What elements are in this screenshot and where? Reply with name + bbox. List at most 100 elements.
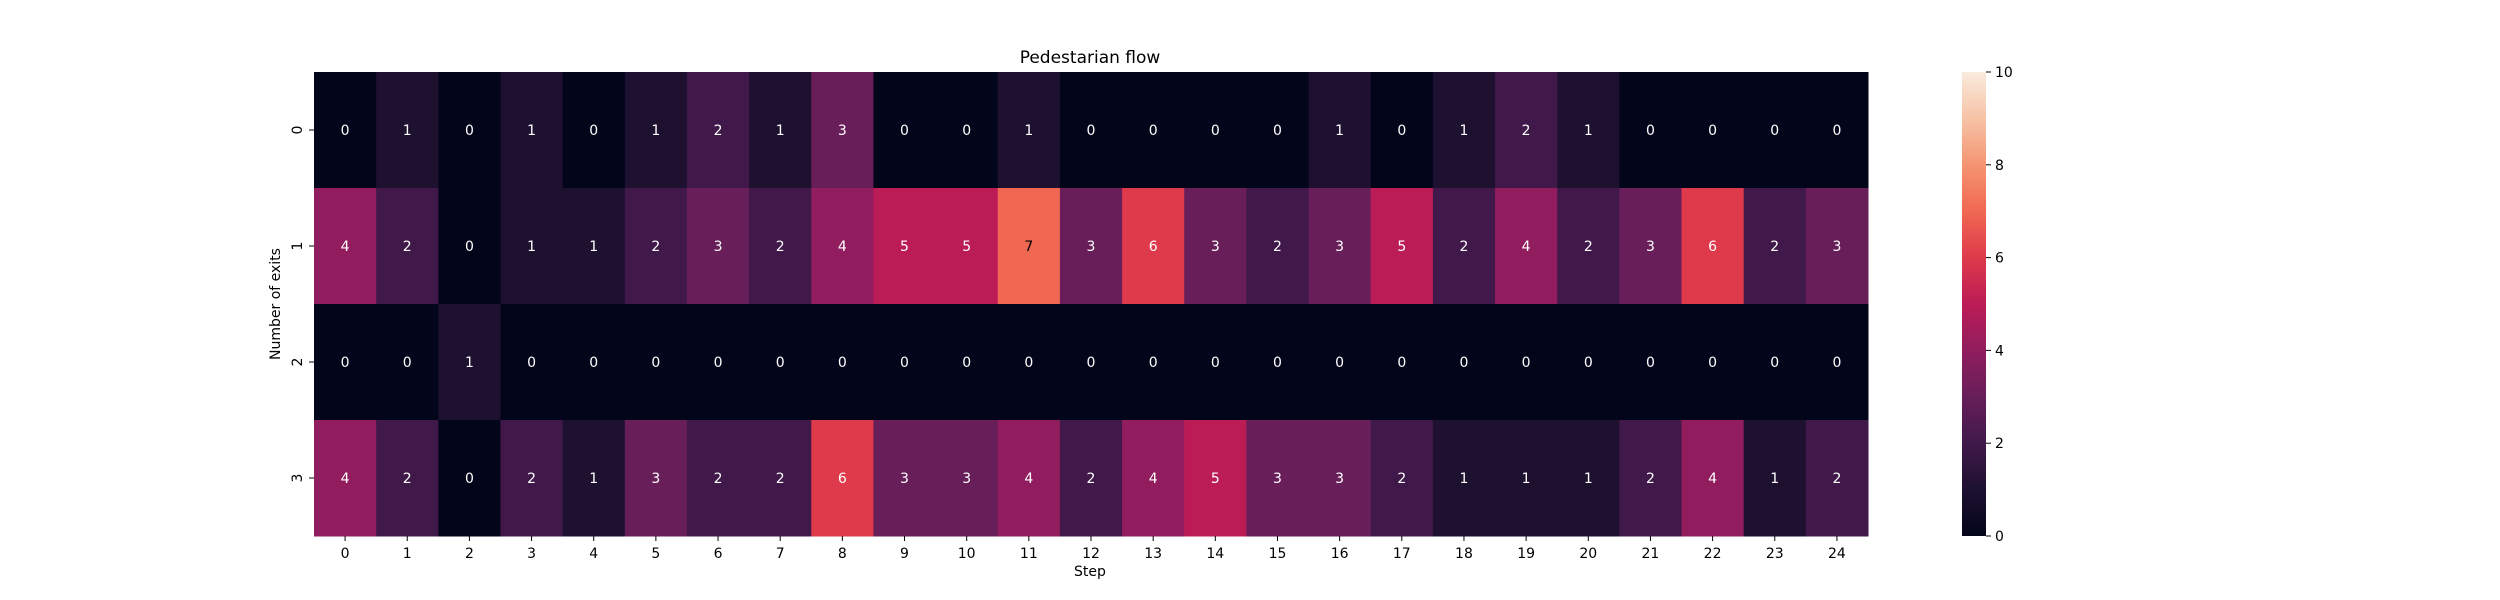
cell-value-r0-c13: 0 — [1149, 123, 1158, 139]
cell-value-r3-c15: 3 — [1273, 471, 1282, 487]
cell-value-r3-c14: 5 — [1211, 471, 1220, 487]
heatmap-cell-r3-c0 — [314, 420, 377, 537]
cell-value-r1-c9: 5 — [900, 239, 909, 255]
heatmap-cell-r2-c21 — [1619, 304, 1683, 421]
heatmap-cell-r2-c1 — [376, 304, 439, 421]
heatmap-cell-r1-c17 — [1370, 188, 1434, 305]
heatmap-cell-r3-c4 — [562, 420, 626, 537]
heatmap-cell-r0-c13 — [1122, 72, 1185, 189]
x-tick-label-20: 20 — [1579, 546, 1597, 562]
cell-value-r2-c5: 0 — [651, 355, 660, 371]
cell-value-r1-c18: 2 — [1459, 239, 1468, 255]
cell-value-r2-c20: 0 — [1584, 355, 1593, 371]
heatmap-cell-r1-c11 — [997, 188, 1061, 305]
heatmap-cell-r3-c3 — [500, 420, 564, 537]
cell-value-r1-c22: 6 — [1708, 239, 1717, 255]
x-tick-label-5: 5 — [651, 546, 660, 562]
cell-value-r1-c7: 2 — [776, 239, 785, 255]
cell-value-r1-c20: 2 — [1584, 239, 1593, 255]
y-axis-ticks: 0 1 2 3 — [290, 126, 314, 483]
heatmap-cell-r1-c21 — [1619, 188, 1683, 305]
heatmap-cell-r0-c7 — [749, 72, 812, 189]
heatmap-cell-r1-c13 — [1122, 188, 1185, 305]
heatmap-cell-r1-c12 — [1059, 188, 1123, 305]
cell-value-r2-c11: 0 — [1024, 355, 1033, 371]
heatmap-cell-r0-c3 — [500, 72, 564, 189]
cell-value-r1-c24: 3 — [1832, 239, 1841, 255]
cell-value-r0-c16: 1 — [1335, 123, 1344, 139]
cell-value-r3-c2: 0 — [465, 471, 474, 487]
cell-value-r0-c4: 0 — [589, 123, 598, 139]
heatmap-cell-r3-c13 — [1122, 420, 1185, 537]
heatmap-cell-r1-c18 — [1432, 188, 1496, 305]
cell-value-r2-c16: 0 — [1335, 355, 1344, 371]
cell-value-r0-c22: 0 — [1708, 123, 1717, 139]
cell-value-r1-c0: 4 — [341, 239, 350, 255]
heatmap-cell-r2-c19 — [1495, 304, 1558, 421]
heatmap-cell-r3-c16 — [1308, 420, 1372, 537]
x-axis-ticks: 0 1 2 3 4 5 6 7 8 9 10 11 12 13 14 15 16 17 18 19 20 21 22 23 24 — [341, 536, 1846, 562]
heatmap-cell-r2-c5 — [624, 304, 688, 421]
heatmap-cell-r2-c14 — [1184, 304, 1247, 421]
cell-value-r2-c14: 0 — [1211, 355, 1220, 371]
heatmap-cell-r3-c6 — [686, 420, 750, 537]
heatmap-cell-r2-c16 — [1308, 304, 1372, 421]
heatmap-cell-r0-c9 — [873, 72, 937, 189]
cell-value-r3-c4: 1 — [589, 471, 598, 487]
cell-value-r3-c19: 1 — [1522, 471, 1531, 487]
cell-value-r0-c8: 3 — [838, 123, 847, 139]
x-tick-label-12: 12 — [1082, 546, 1100, 562]
heatmap-cell-r1-c9 — [873, 188, 937, 305]
y-tick-label-1: 1 — [290, 242, 306, 251]
cell-value-r3-c1: 2 — [403, 471, 412, 487]
cell-value-r0-c24: 0 — [1832, 123, 1841, 139]
heatmap-cell-r2-c9 — [873, 304, 937, 421]
y-tick-label-3: 3 — [290, 474, 306, 483]
cell-value-r3-c23: 1 — [1770, 471, 1779, 487]
y-axis-label: Number of exits — [268, 248, 284, 360]
heatmap-cell-r1-c20 — [1557, 188, 1620, 305]
cell-value-r1-c8: 4 — [838, 239, 847, 255]
heatmap-cell-r3-c11 — [997, 420, 1061, 537]
cell-value-r3-c20: 1 — [1584, 471, 1593, 487]
cell-value-r1-c17: 5 — [1397, 239, 1406, 255]
cell-value-r0-c21: 0 — [1646, 123, 1655, 139]
cell-value-r2-c6: 0 — [714, 355, 723, 371]
heatmap-cell-r0-c23 — [1743, 72, 1807, 189]
cell-value-r2-c21: 0 — [1646, 355, 1655, 371]
colorbar-gradient — [1962, 72, 1986, 536]
cell-value-r2-c13: 0 — [1149, 355, 1158, 371]
cell-value-r1-c1: 2 — [403, 239, 412, 255]
cell-value-r1-c12: 3 — [1087, 239, 1096, 255]
heatmap-cell-r0-c4 — [562, 72, 626, 189]
cell-value-r3-c13: 4 — [1149, 471, 1158, 487]
cell-value-r0-c15: 0 — [1273, 123, 1282, 139]
cell-value-r0-c0: 0 — [341, 123, 350, 139]
heatmap-cell-r2-c23 — [1743, 304, 1807, 421]
cell-value-r1-c11: 7 — [1024, 239, 1033, 255]
heatmap-cell-r1-c23 — [1743, 188, 1807, 305]
heatmap-cell-r2-c18 — [1432, 304, 1496, 421]
cell-value-r2-c23: 0 — [1770, 355, 1779, 371]
heatmap-cell-r1-c19 — [1495, 188, 1558, 305]
heatmap-cell-r2-c7 — [749, 304, 812, 421]
heatmap-cell-r1-c16 — [1308, 188, 1372, 305]
heatmap-cell-r3-c12 — [1059, 420, 1123, 537]
colorbar-tick-label-8: 8 — [1995, 158, 2004, 174]
cell-value-r0-c12: 0 — [1087, 123, 1096, 139]
heatmap-cell-r1-c8 — [811, 188, 874, 305]
heatmap-cell-r0-c8 — [811, 72, 874, 189]
cell-value-r1-c13: 6 — [1149, 239, 1158, 255]
heatmap-cell-r1-c6 — [686, 188, 750, 305]
heatmap-cell-r1-c0 — [314, 188, 377, 305]
heatmap-cell-r3-c14 — [1184, 420, 1247, 537]
cell-value-r0-c17: 0 — [1397, 123, 1406, 139]
cell-value-r1-c15: 2 — [1273, 239, 1282, 255]
cell-value-r0-c9: 0 — [900, 123, 909, 139]
cell-value-r2-c24: 0 — [1832, 355, 1841, 371]
heatmap-cell-r0-c0 — [314, 72, 377, 189]
cell-value-r2-c15: 0 — [1273, 355, 1282, 371]
heatmap-cell-r0-c1 — [376, 72, 439, 189]
cell-value-r3-c17: 2 — [1397, 471, 1406, 487]
